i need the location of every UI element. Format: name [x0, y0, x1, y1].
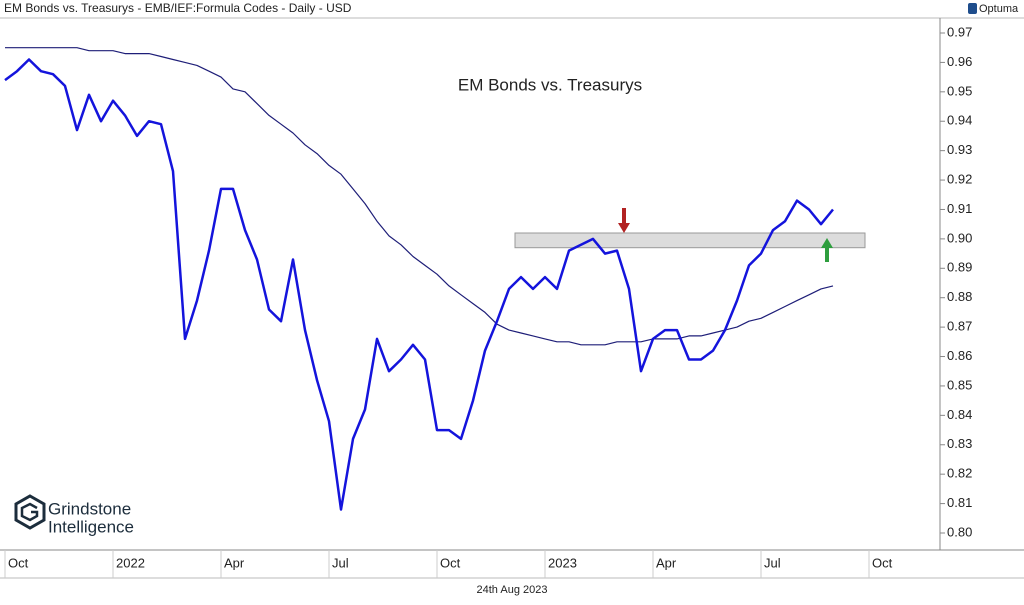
y-tick-label: 0.92: [947, 171, 972, 186]
y-tick-label: 0.84: [947, 407, 972, 422]
y-tick-label: 0.86: [947, 348, 972, 363]
series-line: [4, 58, 834, 511]
plot: [4, 47, 866, 511]
up-arrow-head: [821, 238, 833, 248]
y-tick-label: 0.81: [947, 495, 972, 510]
y-tick-label: 0.87: [947, 319, 972, 334]
x-tick-label: Apr: [656, 555, 677, 570]
y-tick-label: 0.97: [947, 24, 972, 39]
chart-title: EM Bonds vs. Treasurys: [458, 75, 642, 94]
series-line: [5, 47, 834, 346]
x-tick-label: Oct: [440, 555, 461, 570]
y-tick-label: 0.90: [947, 230, 972, 245]
date-label: 24th Aug 2023: [477, 584, 548, 596]
logo-hex: [14, 494, 46, 530]
brand: Optuma: [979, 3, 1019, 15]
header: EM Bonds vs. Treasurys - EMB/IEF:Formula…: [4, 1, 352, 15]
y-tick-label: 0.94: [947, 113, 972, 128]
x-tick-label: Jul: [332, 555, 349, 570]
y-tick-label: 0.96: [947, 54, 972, 69]
y-tick-label: 0.88: [947, 289, 972, 304]
brand-icon: [968, 3, 977, 14]
y-tick-label: 0.95: [947, 83, 972, 98]
logo-g: [20, 502, 39, 522]
logo-line: Grindstone: [48, 499, 131, 518]
y-tick-label: 0.82: [947, 466, 972, 481]
down-arrow-head: [618, 223, 630, 233]
x-tick-label: 2022: [116, 555, 145, 570]
logo: Grindstone Intelligence: [14, 494, 134, 536]
x-tick-label: Jul: [764, 555, 781, 570]
resistance-zone: [514, 232, 866, 249]
y-tick-label: 0.83: [947, 436, 972, 451]
x-tick-label: Oct: [8, 555, 29, 570]
arrows: [618, 208, 833, 262]
y-tick-label: 0.89: [947, 260, 972, 275]
logo-line: Intelligence: [48, 517, 134, 536]
y-tick-label: 0.91: [947, 201, 972, 216]
y-tick-label: 0.85: [947, 377, 972, 392]
y-tick-label: 0.93: [947, 142, 972, 157]
x-tick-label: Oct: [872, 555, 893, 570]
y-tick-label: 0.80: [947, 524, 972, 539]
x-tick-label: Apr: [224, 555, 245, 570]
x-tick-label: 2023: [548, 555, 577, 570]
